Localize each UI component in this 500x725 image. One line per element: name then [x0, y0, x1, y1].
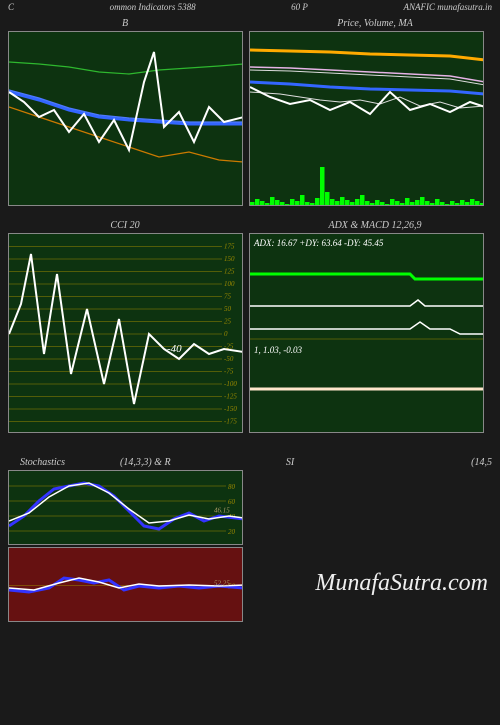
- svg-text:175: 175: [224, 243, 235, 251]
- bollinger-panel: [8, 31, 243, 206]
- cci-panel: 1751501251007550250-25-50-75-100-125-150…: [8, 233, 243, 433]
- row1-left-title: B: [0, 18, 250, 29]
- svg-text:125: 125: [224, 268, 235, 276]
- svg-text:-50: -50: [224, 355, 234, 363]
- row3-titles: Stochastics (14,3,3) & R SI (14,5: [0, 453, 500, 470]
- svg-text:1, 1.03, -0.03: 1, 1.03, -0.03: [254, 345, 302, 355]
- row3-r1-title: SI: [240, 457, 340, 468]
- header-right: ANAFIC munafasutra.in: [403, 2, 492, 12]
- adx-macd-panel: ADX: 16.67 +DY: 63.64 -DY: 45.45 1, 1.03,…: [249, 233, 484, 433]
- price-volume-panel: [249, 31, 484, 206]
- row1-charts: [0, 31, 500, 206]
- svg-text:-175: -175: [224, 418, 237, 426]
- svg-text:-40: -40: [167, 343, 182, 355]
- svg-text:-75: -75: [224, 368, 234, 376]
- svg-text:75: 75: [224, 293, 232, 301]
- header-left: C: [8, 2, 14, 12]
- svg-text:20: 20: [228, 528, 236, 536]
- row3-r2-title: (14,5: [340, 457, 500, 468]
- row2-charts: 1751501251007550250-25-50-75-100-125-150…: [0, 233, 500, 433]
- svg-text:-100: -100: [224, 380, 237, 388]
- svg-text:150: 150: [224, 255, 235, 263]
- row1-titles: B Price, Volume, MA: [0, 14, 500, 31]
- row2-titles: CCI 20 ADX & MACD 12,26,9: [0, 216, 500, 233]
- svg-text:80: 80: [228, 483, 236, 491]
- svg-text:52.25: 52.25: [214, 580, 230, 588]
- header-bar: C ommon Indicators 5388 60 P ANAFIC muna…: [0, 0, 500, 14]
- stochastics-panel: 8060402046.15: [8, 470, 243, 545]
- svg-text:60: 60: [228, 498, 236, 506]
- row2-right-title: ADX & MACD 12,26,9: [250, 220, 500, 231]
- svg-text:100: 100: [224, 280, 235, 288]
- rsi-panel: 5052.25: [8, 547, 243, 622]
- row2-left-title: CCI 20: [0, 220, 250, 231]
- svg-text:25: 25: [224, 318, 232, 326]
- row1-right-title: Price, Volume, MA: [250, 18, 500, 29]
- svg-text:-150: -150: [224, 405, 237, 413]
- row3-charts: 8060402046.15 5052.25: [0, 470, 500, 622]
- svg-text:46.15: 46.15: [214, 506, 230, 514]
- svg-text:-125: -125: [224, 393, 237, 401]
- svg-text:50: 50: [224, 305, 232, 313]
- header-mid2: 60 P: [291, 2, 308, 12]
- header-mid1: ommon Indicators 5388: [110, 2, 196, 12]
- svg-text:0: 0: [224, 330, 228, 338]
- svg-text:ADX: 16.67 +DY: 63.64 -DY: 45.: ADX: 16.67 +DY: 63.64 -DY: 45.45: [253, 238, 384, 248]
- watermark: MunafaSutra.com: [315, 570, 488, 597]
- row3-mid-title: (14,3,3) & R: [120, 457, 240, 468]
- row3-left-title: Stochastics: [0, 457, 120, 468]
